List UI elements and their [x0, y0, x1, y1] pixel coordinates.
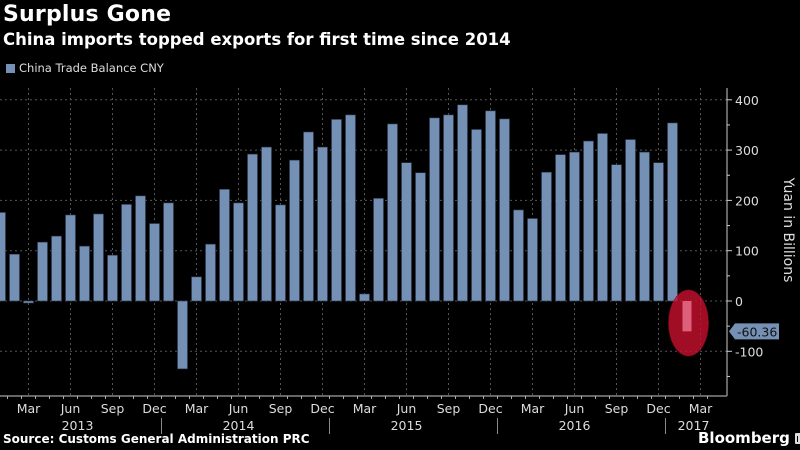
last-value-label: -60.36: [737, 324, 777, 339]
bar: [597, 133, 608, 302]
x-month-label: Dec: [310, 401, 334, 416]
x-year-label: 2017: [678, 418, 710, 433]
x-month-label: Mar: [521, 401, 545, 416]
chart-subtitle: China imports topped exports for first t…: [3, 30, 511, 49]
bar: [121, 204, 132, 302]
x-month-label: Jun: [396, 401, 417, 416]
x-month-label: Dec: [142, 401, 166, 416]
highlight-bar: [682, 301, 692, 332]
x-month-label: Sep: [605, 401, 629, 416]
x-month-label: Sep: [437, 401, 461, 416]
bar: [93, 213, 104, 302]
bloomberg-logo: Bloomberg: [698, 429, 800, 447]
bar: [51, 235, 62, 302]
bar: [0, 212, 6, 302]
bar: [653, 162, 664, 302]
bar: [527, 218, 538, 302]
bar: [639, 151, 650, 302]
y-tick-label: -100: [735, 344, 763, 359]
bar: [485, 110, 496, 302]
x-month-label: Dec: [478, 401, 502, 416]
bar: [177, 300, 188, 370]
bar: [499, 118, 510, 302]
bar: [303, 131, 314, 302]
x-month-label: Mar: [689, 401, 713, 416]
bar: [387, 123, 398, 302]
bar: [219, 189, 230, 302]
bar: [555, 154, 566, 302]
bar: [107, 254, 118, 302]
bar: [373, 198, 384, 302]
bar: [443, 114, 454, 302]
bar: [247, 153, 258, 302]
bar: [163, 202, 174, 302]
x-month-label: Sep: [101, 401, 125, 416]
bar: [23, 300, 34, 304]
y-tick-label: 300: [735, 143, 759, 158]
bar: [625, 139, 636, 302]
bar: [513, 209, 524, 302]
x-month-label: Jun: [60, 401, 81, 416]
bar: [9, 253, 20, 302]
bar: [611, 164, 622, 302]
bar: [401, 162, 412, 302]
y-tick-label: 0: [735, 294, 743, 309]
bar: [149, 223, 160, 302]
y-tick-label: 100: [735, 244, 759, 259]
bar: [261, 146, 272, 302]
x-year-label: 2014: [223, 418, 255, 433]
bar: [79, 245, 90, 302]
y-axis-label: Yuan in Billions: [780, 177, 796, 283]
legend-label: China Trade Balance CNY: [19, 61, 164, 75]
x-month-label: Mar: [353, 401, 377, 416]
bar: [471, 129, 482, 302]
y-tick-label: 200: [735, 193, 759, 208]
brand-label: Bloomberg: [698, 429, 790, 447]
bar: [415, 172, 426, 302]
source-note: Source: Customs General Administration P…: [3, 432, 310, 446]
bar: [191, 276, 202, 302]
x-year-label: 2013: [62, 418, 94, 433]
bar: [65, 214, 76, 302]
bar: [37, 241, 48, 302]
last-value-flag: [729, 323, 779, 340]
x-month-label: Jun: [228, 401, 249, 416]
bar: [205, 243, 216, 302]
bar: [583, 140, 594, 302]
chart-title: Surplus Gone: [3, 2, 172, 27]
bar: [135, 195, 146, 302]
bar: [317, 146, 328, 302]
x-year-label: 2015: [391, 418, 423, 433]
x-year-label: 2016: [559, 418, 591, 433]
bar: [345, 114, 356, 302]
bar: [569, 151, 580, 302]
legend: China Trade Balance CNY: [6, 61, 164, 75]
x-month-label: Sep: [269, 401, 293, 416]
bar: [667, 122, 678, 302]
bar: [541, 171, 552, 302]
bar: [331, 119, 342, 302]
bar: [457, 104, 468, 302]
bar: [289, 159, 300, 302]
bar: [275, 204, 286, 302]
x-month-label: Mar: [17, 401, 41, 416]
bar: [429, 117, 440, 302]
bloomberg-chart-icon: [794, 432, 800, 444]
bar: [359, 293, 370, 302]
x-month-label: Jun: [564, 401, 585, 416]
x-month-label: Dec: [646, 401, 670, 416]
legend-swatch: [6, 63, 15, 73]
y-tick-label: 400: [735, 93, 759, 108]
bar: [233, 202, 244, 302]
x-month-label: Mar: [185, 401, 209, 416]
